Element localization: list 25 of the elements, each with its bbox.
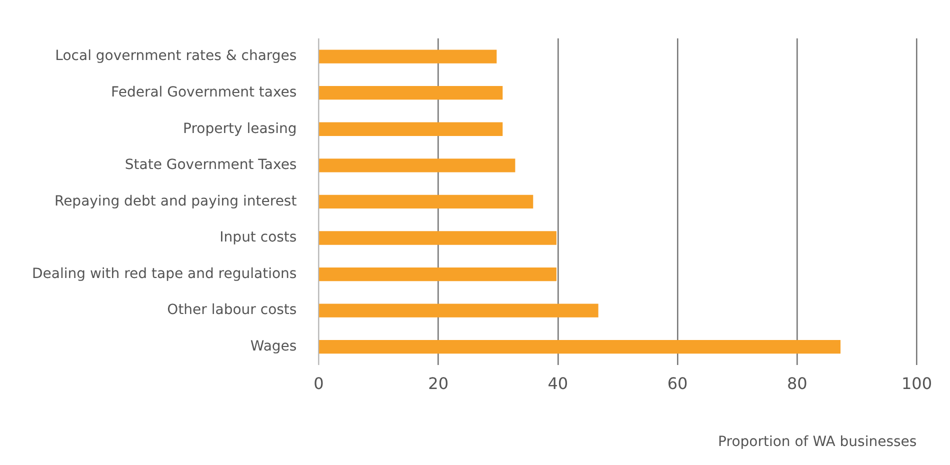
x-tick-label: 20 bbox=[428, 374, 449, 393]
y-tick-label: Property leasing bbox=[183, 120, 297, 137]
x-axis-title: Proportion of WA businesses bbox=[718, 434, 917, 450]
y-tick-label: State Government Taxes bbox=[124, 157, 297, 174]
y-tick-label: Local government rates & charges bbox=[55, 48, 297, 64]
y-tick-label: Repaying debt and paying interest bbox=[54, 193, 298, 210]
x-tick-label: 0 bbox=[314, 374, 324, 393]
x-tick-label: 40 bbox=[548, 374, 568, 393]
bar bbox=[319, 50, 497, 64]
bar bbox=[319, 158, 516, 172]
x-tick-label: 60 bbox=[667, 374, 688, 393]
y-tick-label: Input costs bbox=[220, 230, 297, 246]
x-tick-label: 100 bbox=[901, 374, 932, 393]
bar bbox=[319, 304, 598, 318]
bar bbox=[319, 340, 841, 354]
bar bbox=[319, 194, 534, 209]
x-tick-label: 80 bbox=[786, 374, 808, 393]
bar bbox=[319, 267, 556, 282]
bar bbox=[319, 231, 556, 245]
bar bbox=[319, 86, 503, 100]
bar bbox=[319, 122, 503, 136]
y-tick-label: Dealing with red tape and regulations bbox=[32, 266, 297, 282]
y-tick-label: Wages bbox=[250, 338, 297, 354]
y-tick-label: Other labour costs bbox=[167, 302, 297, 318]
y-tick-label: Federal Government taxes bbox=[111, 84, 297, 100]
